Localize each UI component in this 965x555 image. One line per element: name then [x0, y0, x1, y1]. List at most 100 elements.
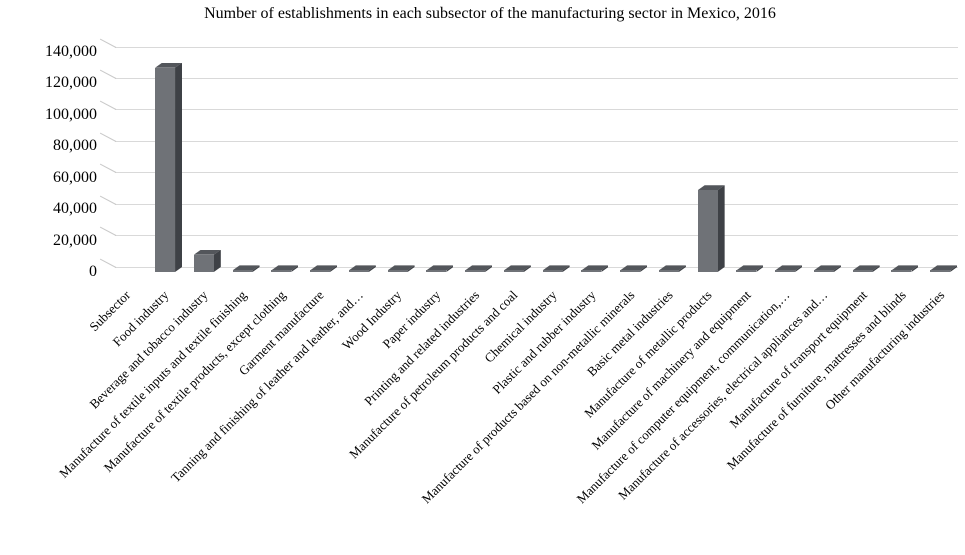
bar-side-face — [563, 265, 570, 272]
bar-side-face — [175, 63, 182, 272]
bar-18 — [813, 265, 841, 272]
bar-16 — [736, 265, 764, 272]
bar-top-face — [503, 265, 531, 271]
bar-front-face — [736, 270, 757, 272]
bar-10 — [503, 265, 531, 272]
bar-side-face — [950, 265, 957, 272]
bar-front-face — [503, 270, 524, 272]
gridline — [115, 235, 958, 237]
bar-15 — [697, 185, 725, 272]
gridline — [115, 77, 958, 79]
bar-front-face — [310, 270, 331, 272]
bar-12 — [581, 265, 609, 272]
gridline — [115, 203, 958, 205]
bar-side-face — [408, 265, 415, 272]
bar-side-face — [795, 265, 802, 272]
bar-top-face — [348, 265, 376, 271]
bar-front-face — [697, 190, 718, 272]
bar-top-face — [852, 265, 880, 271]
y-axis-tick — [99, 195, 117, 205]
bar-top-face — [581, 265, 609, 271]
gridline — [115, 46, 958, 48]
bar-top-face — [426, 265, 454, 271]
bar-side-face — [446, 265, 453, 272]
y-axis-tick — [99, 226, 117, 237]
gridline — [115, 266, 958, 268]
bar-2 — [193, 249, 221, 272]
bar-top-face — [387, 265, 415, 271]
y-axis-label: 40,000 — [53, 200, 97, 218]
y-axis-tick — [99, 69, 117, 79]
bar-19 — [852, 265, 880, 272]
bar-front-face — [852, 270, 873, 272]
y-axis-label: 140,000 — [45, 43, 97, 60]
gridline — [115, 140, 958, 142]
bar-front-face — [542, 270, 563, 272]
y-axis-tick — [99, 38, 117, 48]
bar-13 — [620, 265, 648, 272]
bar-front-face — [465, 270, 486, 272]
bar-top-face — [775, 265, 803, 271]
y-axis-label: 60,000 — [53, 168, 97, 186]
y-axis-label: 80,000 — [53, 137, 97, 155]
bar-top-face — [697, 185, 725, 191]
bar-side-face — [214, 250, 221, 272]
bar-11 — [542, 265, 570, 272]
bar-side-face — [679, 265, 686, 272]
bar-side-face — [640, 265, 647, 272]
bar-top-face — [930, 265, 958, 271]
y-axis-tick — [99, 100, 117, 111]
y-axis-tick — [99, 132, 117, 142]
bar-4 — [271, 265, 299, 272]
bar-side-face — [834, 265, 841, 272]
bar-front-face — [348, 270, 369, 272]
bar-side-face — [718, 185, 725, 272]
bar-top-face — [310, 265, 338, 271]
bar-side-face — [601, 265, 608, 272]
bar-front-face — [581, 270, 602, 272]
bar-top-face — [620, 265, 648, 271]
bar-front-face — [426, 270, 447, 272]
bar-front-face — [813, 270, 834, 272]
bar-top-face — [271, 265, 299, 271]
bar-20 — [891, 265, 919, 272]
gridline — [115, 109, 958, 111]
bar-top-face — [232, 265, 260, 271]
bar-7 — [387, 265, 415, 272]
bar-front-face — [193, 254, 214, 272]
bar-17 — [775, 265, 803, 272]
bar-8 — [426, 265, 454, 272]
bar-1 — [155, 62, 183, 272]
bar-side-face — [911, 265, 918, 272]
gridline — [115, 172, 958, 174]
bar-side-face — [756, 265, 763, 272]
y-axis-tick — [99, 258, 117, 268]
bar-front-face — [387, 270, 408, 272]
bar-top-face — [542, 265, 570, 271]
bar-14 — [658, 265, 686, 272]
bar-front-face — [271, 270, 292, 272]
bar-side-face — [369, 265, 376, 272]
bar-side-face — [291, 265, 298, 272]
bar-top-face — [736, 265, 764, 271]
bar-front-face — [891, 270, 912, 272]
bar-top-face — [813, 265, 841, 271]
bar-front-face — [658, 270, 679, 272]
bar-top-face — [193, 249, 221, 255]
bar-21 — [930, 265, 958, 272]
bar-front-face — [930, 270, 951, 272]
bar-side-face — [485, 265, 492, 272]
bar-side-face — [873, 265, 880, 272]
bar-front-face — [232, 270, 253, 272]
bar-top-face — [155, 62, 183, 68]
y-axis-label: 100,000 — [45, 105, 97, 123]
bar-side-face — [253, 265, 260, 272]
bar-front-face — [155, 67, 176, 272]
bar-9 — [465, 265, 493, 272]
y-axis-label: 20,000 — [53, 231, 97, 249]
bar-side-face — [330, 265, 337, 272]
bar-6 — [348, 265, 376, 272]
bar-top-face — [891, 265, 919, 271]
bar-top-face — [465, 265, 493, 271]
